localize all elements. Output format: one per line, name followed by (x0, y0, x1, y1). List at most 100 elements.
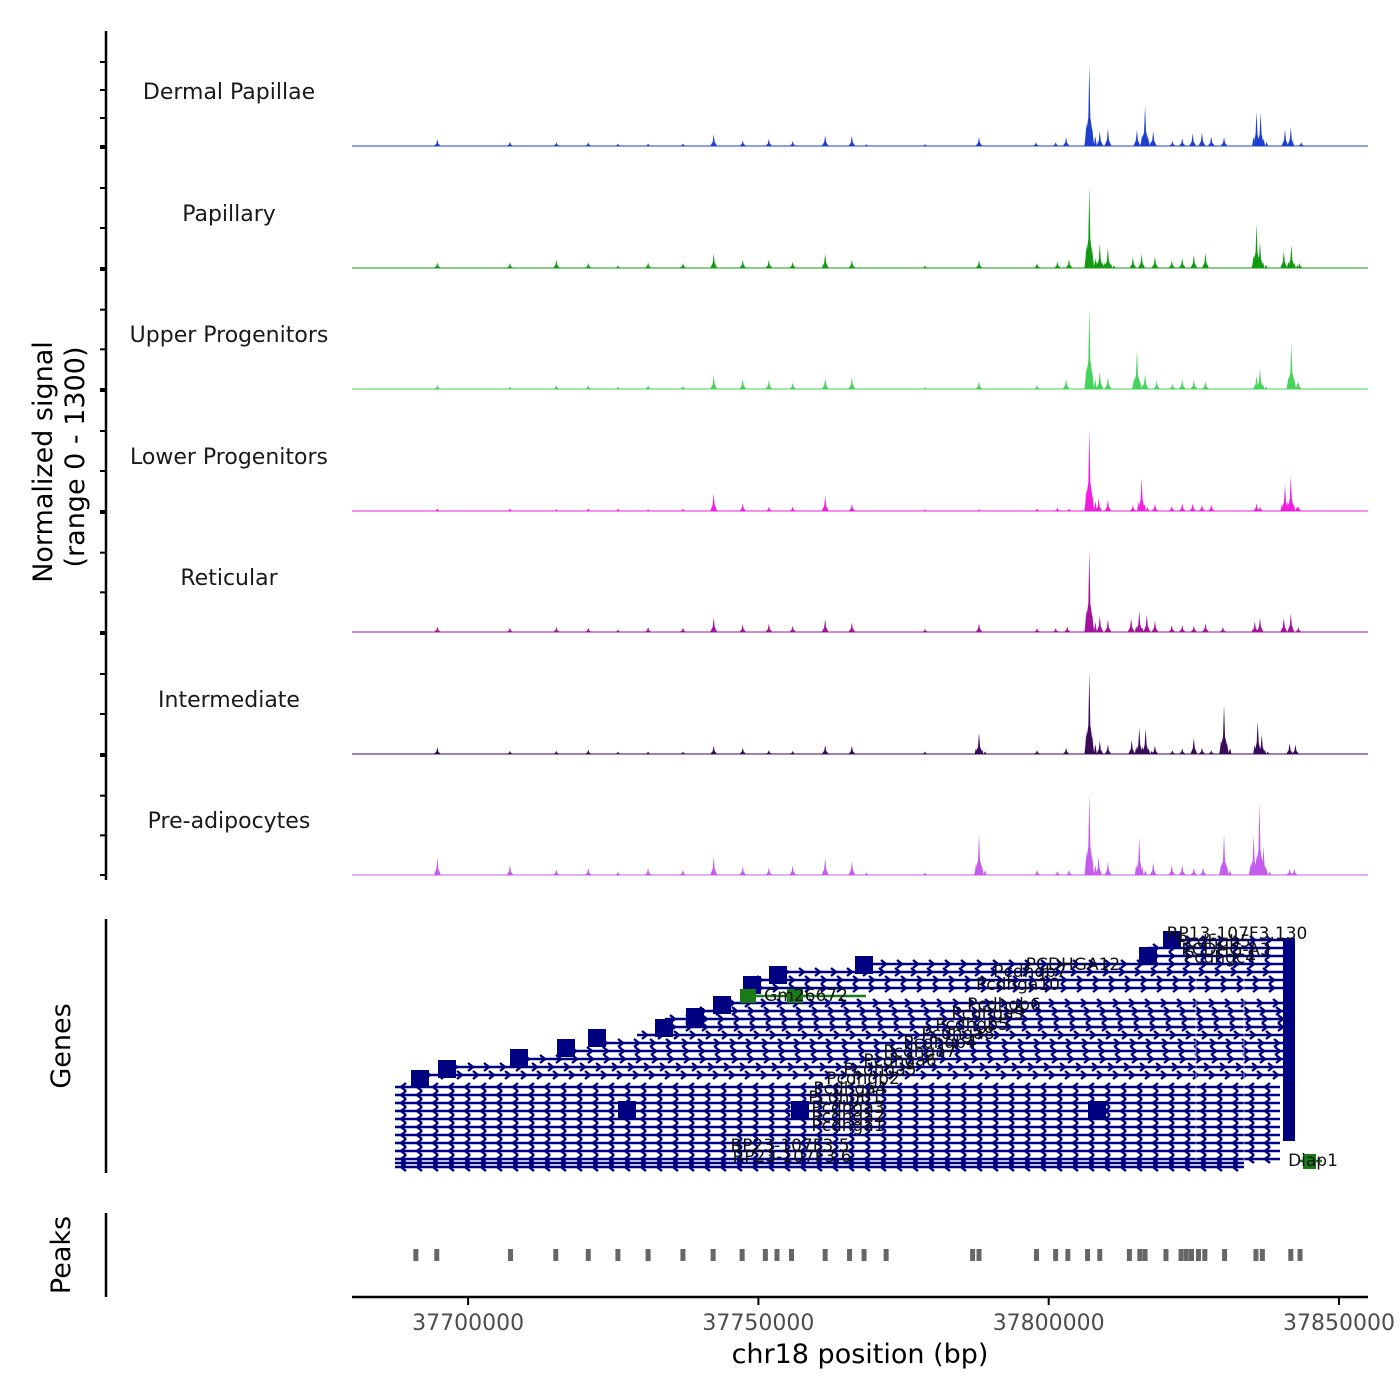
strand-arrow (831, 1098, 839, 1108)
strand-arrow (1231, 1130, 1239, 1140)
strand-arrow (814, 967, 822, 977)
strand-arrow (687, 1146, 695, 1156)
strand-arrow (1151, 1138, 1159, 1148)
strand-arrow (948, 975, 956, 985)
strand-arrow (1160, 998, 1168, 1008)
strand-arrow (960, 959, 968, 969)
strand-arrow (799, 1082, 807, 1092)
strand-arrow (639, 1146, 647, 1156)
strand-arrow (1043, 1062, 1051, 1072)
strand-arrow (795, 1006, 803, 1016)
strand-arrow (1056, 959, 1064, 969)
strand-arrow (733, 1022, 741, 1032)
strand-arrow (1256, 998, 1264, 1008)
signal-peak (506, 262, 514, 268)
strand-arrow (751, 1138, 759, 1148)
strand-arrow (1005, 1022, 1013, 1032)
signal-peak (552, 869, 560, 875)
strand-arrow (1151, 1082, 1159, 1092)
signal-peak (710, 745, 718, 754)
signal-peak (765, 867, 773, 875)
strand-arrow (840, 998, 848, 1008)
strand-arrow (927, 1082, 935, 1092)
peak-region (1189, 1249, 1195, 1261)
strand-arrow (760, 1070, 768, 1080)
signal-peak-shoulder (1084, 245, 1088, 268)
strand-arrow (879, 1158, 887, 1168)
strand-arrow (1118, 967, 1126, 977)
strand-arrow (643, 1062, 651, 1072)
signal-peak (1104, 861, 1112, 875)
strand-arrow (815, 1082, 823, 1092)
signal-peak (789, 750, 797, 754)
strand-arrow (1035, 1054, 1043, 1064)
strand-arrow (1169, 1030, 1177, 1040)
strand-arrow (650, 1046, 658, 1056)
signal-peak-shoulder (1280, 503, 1284, 511)
track-intermediate: Intermediate (158, 672, 1368, 755)
strand-arrow (1151, 1122, 1159, 1132)
signal-peak (1033, 508, 1041, 511)
strand-arrow (703, 1090, 711, 1100)
strand-arrow (891, 1054, 899, 1064)
signal-peak (679, 627, 687, 632)
signal-peak (1065, 508, 1073, 511)
strand-arrow (575, 1130, 583, 1140)
signal-peak (739, 140, 747, 146)
strand-arrow (719, 1098, 727, 1108)
signal-peak (1151, 504, 1159, 511)
strand-arrow (1183, 1114, 1191, 1124)
signal-peak-shoulder (1264, 386, 1268, 389)
strand-arrow (749, 1022, 757, 1032)
strand-arrow (1131, 1006, 1139, 1016)
strand-arrow (863, 1130, 871, 1140)
strand-arrow (1091, 1062, 1099, 1072)
strand-arrow (943, 1130, 951, 1140)
strand-arrow (1258, 1046, 1266, 1056)
x-tick-label: 37700000 (412, 1311, 524, 1336)
strand-arrow (495, 1106, 503, 1116)
strand-arrow (906, 1046, 914, 1056)
signal-peak (1084, 550, 1095, 632)
strand-arrow (984, 1070, 992, 1080)
strand-arrow (926, 967, 934, 977)
strand-arrow (847, 1106, 855, 1116)
strand-arrow (1184, 943, 1192, 953)
strand-arrow (1070, 967, 1078, 977)
strand-arrow (907, 1006, 915, 1016)
signal-peak-shoulder (1093, 379, 1097, 389)
signal-peak (644, 626, 652, 632)
strand-arrow (648, 1070, 656, 1080)
strand-arrow (1211, 1054, 1219, 1064)
signal-peak-shoulder (1261, 384, 1265, 389)
strand-arrow (783, 1122, 791, 1132)
genes-panel: RP13-107F3.130Pcdhgb5PCDHG-A3Pcdhgc4PCDH… (104, 919, 1338, 1173)
strand-arrow (1023, 1098, 1031, 1108)
strand-arrow (431, 1122, 439, 1132)
strand-arrow (799, 1130, 807, 1140)
signal-peak (1256, 241, 1264, 268)
strand-arrow (655, 1158, 663, 1168)
track-papillary: Papillary (182, 186, 1368, 269)
strand-arrow (831, 1114, 839, 1124)
strand-arrow (763, 1054, 771, 1064)
strand-arrow (600, 1070, 608, 1080)
strand-arrow (463, 1090, 471, 1100)
strand-arrow (1117, 1014, 1125, 1024)
strand-arrow (607, 1158, 615, 1168)
strand-arrow (1103, 1130, 1111, 1140)
signal-peak (433, 626, 441, 632)
strand-arrow (808, 1070, 816, 1080)
strand-arrow (689, 1030, 697, 1040)
strand-arrow (1183, 1090, 1191, 1100)
strand-arrow (735, 1158, 743, 1168)
strand-arrow (719, 1090, 727, 1100)
strand-arrow (607, 1090, 615, 1100)
signal-peak-shoulder (974, 747, 978, 754)
strand-arrow (735, 1146, 743, 1156)
strand-arrow (1194, 1046, 1202, 1056)
signal-peak (710, 856, 718, 875)
signal-peak-shoulder (1256, 136, 1260, 146)
strand-arrow (863, 1146, 871, 1156)
peak-region (413, 1249, 419, 1261)
